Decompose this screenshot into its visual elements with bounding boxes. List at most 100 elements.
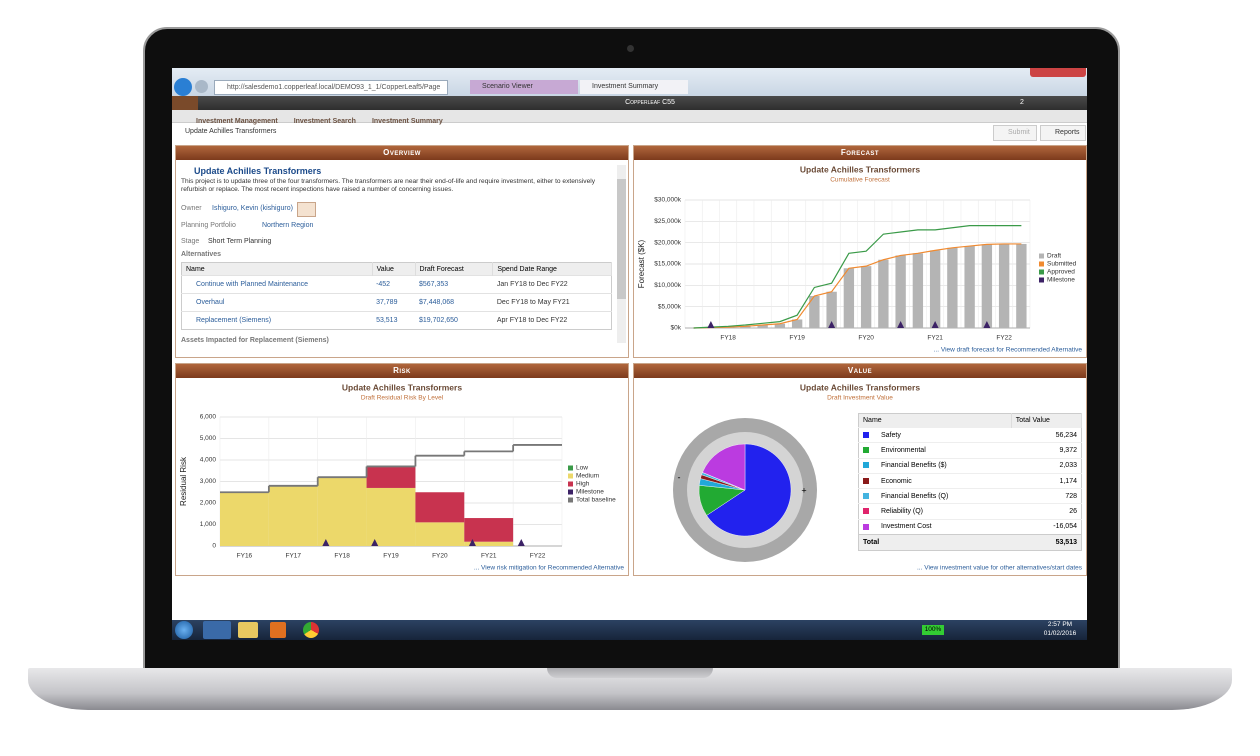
y-tick-label: 2,000: [200, 500, 217, 507]
taskbar-app[interactable]: [270, 622, 286, 638]
window-controls[interactable]: [1030, 68, 1086, 77]
reports-button[interactable]: Reports: [1040, 125, 1086, 141]
y-tick-label: 5,000: [200, 435, 217, 442]
portfolio[interactable]: Northern Region: [262, 222, 314, 229]
category-name: Economic: [881, 477, 912, 485]
y-tick-label: 1,000: [200, 521, 217, 528]
panel-link[interactable]: ... View risk mitigation for Recommended…: [474, 565, 625, 572]
legend-label: Draft: [1047, 253, 1061, 260]
browser-tab[interactable]: Scenario Viewer: [470, 80, 578, 94]
table-cell: -16,054: [1053, 523, 1077, 531]
breadcrumb[interactable]: Investment Management: [196, 118, 278, 125]
bar: [964, 246, 975, 328]
area-segment: [464, 518, 514, 542]
table-cell: 1,174: [1059, 477, 1077, 485]
bar: [740, 326, 751, 328]
risk-chart: Update Achilles Transformers Draft Residu…: [179, 382, 625, 572]
milestone-marker: [371, 539, 379, 546]
milestone-marker: [897, 321, 905, 328]
legend-label: Total baseline: [576, 497, 616, 504]
breadcrumbs: Investment Management Investment Search In…: [196, 110, 459, 125]
bar: [1016, 243, 1027, 328]
forward-button[interactable]: [195, 80, 208, 93]
notification-badge[interactable]: 2: [1020, 99, 1024, 106]
milestone-marker: [828, 321, 836, 328]
legend-swatch: [568, 497, 573, 503]
category-name: Safety: [881, 431, 901, 439]
bar: [826, 291, 837, 328]
chart-subtitle: Draft Investment Value: [827, 395, 893, 402]
legend-label: Low: [576, 465, 588, 472]
taskbar-app[interactable]: [303, 622, 319, 638]
browser-tab[interactable]: Investment Summary: [580, 80, 688, 94]
legend-swatch: [568, 489, 573, 495]
category-name: Reliability (Q): [881, 508, 924, 516]
area-segment: [366, 487, 416, 546]
table-cell: 53,513: [376, 317, 398, 324]
taskbar-app[interactable]: [203, 621, 231, 639]
menu-button[interactable]: [172, 96, 198, 110]
color-swatch: [863, 447, 869, 454]
chart-title: Update Achilles Transformers: [800, 382, 920, 392]
battery: 100%: [922, 625, 944, 635]
alternatives-table: Name Value Draft Forecast Spend Date Range C…: [181, 262, 612, 330]
start-button[interactable]: [175, 621, 193, 639]
chart-subtitle: Draft Residual Risk By Level: [361, 395, 444, 402]
milestone-marker: [707, 321, 715, 328]
breadcrumb-bar: [172, 110, 1087, 123]
color-swatch: [863, 523, 869, 530]
overview-title: Update Achilles Transformers: [194, 166, 322, 176]
table-cell: 2,033: [1059, 462, 1077, 470]
milestone-marker: [322, 539, 330, 546]
x-tick-label: FY19: [789, 335, 805, 342]
x-tick-label: FY19: [383, 553, 399, 560]
taskbar-app[interactable]: [238, 622, 258, 638]
panel-link[interactable]: ... View investment value for other alte…: [917, 565, 1083, 572]
milestone-marker: [983, 321, 991, 328]
table-row: Replacement (Siemens) 53,513 $19,702,650 Ap…: [181, 311, 612, 330]
breadcrumb[interactable]: Investment Summary: [371, 118, 443, 125]
table-cell[interactable]: Replacement (Siemens): [196, 317, 272, 324]
bar: [981, 244, 993, 328]
panel-link[interactable]: ... View draft forecast for Recommended …: [934, 347, 1083, 354]
y-tick-label: $15,000k: [654, 261, 681, 268]
laptop-notch: [547, 668, 713, 678]
legend-swatch: [1039, 277, 1044, 283]
table-cell: 26: [1069, 508, 1077, 516]
column-header: Draft Forecast: [415, 262, 494, 276]
column-header: Name: [858, 413, 1012, 428]
y-tick-label: $25,000k: [654, 218, 681, 225]
column-header: Name: [181, 262, 373, 276]
bar: [843, 268, 855, 328]
owner-label: Owner: [181, 205, 202, 212]
owner[interactable]: Ishiguro, Kevin (kishiguro): [212, 205, 293, 212]
milestone-marker: [517, 539, 525, 546]
pie-slice: [702, 443, 746, 491]
table-cell[interactable]: Continue with Planned Maintenance: [196, 281, 309, 288]
app-bar: [172, 96, 1087, 110]
table-cell: 9,372: [1059, 446, 1077, 454]
area-segment: [220, 492, 269, 546]
legend-swatch: [568, 481, 573, 487]
scrollbar[interactable]: [617, 165, 626, 343]
camera: [627, 45, 634, 52]
email-button[interactable]: [297, 202, 316, 217]
table-cell: Investment Cost: [859, 519, 1012, 534]
table-cell[interactable]: Overhaul: [196, 299, 225, 306]
breadcrumb[interactable]: Investment Search: [293, 118, 356, 125]
x-tick-label: FY22: [530, 553, 546, 560]
stage-label: Stage: [181, 238, 200, 245]
table-cell: Financial Benefits ($): [859, 458, 1012, 473]
legend-swatch: [568, 473, 573, 479]
app-title: Copperleaf C55: [625, 99, 675, 106]
url-bar[interactable]: http://salesdemo1.copperleaf.local/DEMO9…: [214, 80, 448, 95]
x-tick-label: FY17: [286, 553, 302, 560]
x-tick-label: FY21: [481, 553, 497, 560]
x-tick-label: FY21: [927, 335, 943, 342]
table-row: Continue with Planned Maintenance -452 $56…: [181, 275, 612, 294]
x-tick-label: FY20: [858, 335, 874, 342]
page-title: Update Achilles Transformers: [185, 128, 277, 135]
table-cell: Economic: [859, 473, 1012, 488]
submit-button[interactable]: Submit: [993, 125, 1037, 141]
back-button[interactable]: [174, 78, 192, 96]
